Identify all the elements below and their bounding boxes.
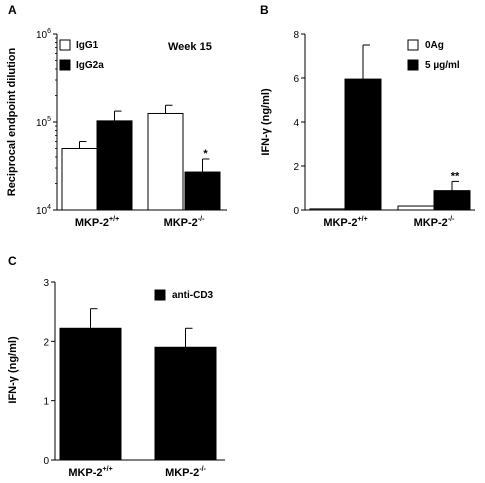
y-tick-label: 0 — [293, 206, 299, 217]
y-axis-label: IFN-γ (ng/ml) — [7, 336, 19, 404]
legend-label: 5 µg/ml — [425, 60, 460, 71]
y-tick-label: 8 — [293, 30, 299, 41]
y-tick-label: 2 — [293, 162, 299, 173]
category-superscript: +/+ — [103, 466, 113, 473]
panel-letter: B — [260, 3, 269, 17]
category-name: MKP-2 — [68, 467, 102, 479]
y-tick-exponent: 6 — [47, 28, 51, 35]
legend-swatch — [154, 289, 166, 301]
y-tick-base: 10 — [36, 30, 48, 41]
y-tick-base: 10 — [36, 206, 48, 217]
y-tick-exponent: 5 — [47, 116, 51, 123]
significance-marker: ** — [451, 170, 460, 182]
category-superscript: +/+ — [358, 216, 368, 223]
bar-5-g-ml-1 — [344, 78, 382, 211]
significance-marker: * — [203, 148, 208, 160]
bar-igg1-2 — [147, 112, 184, 211]
category-label: MKP-2-/- — [165, 466, 207, 479]
category-label: MKP-2-/- — [164, 216, 206, 229]
bar-igg2a-1 — [96, 120, 133, 211]
y-tick-label: 0 — [43, 456, 49, 467]
y-tick-label: 2 — [43, 337, 49, 348]
legend-label: IgG2a — [76, 60, 104, 71]
bar-0ag-1 — [309, 208, 347, 211]
legend-swatch — [59, 39, 71, 51]
legend-label: anti-CD3 — [172, 290, 214, 301]
category-label: MKP-2-/- — [414, 216, 456, 229]
bar-5-g-ml-2 — [433, 190, 471, 211]
y-tick-label: 6 — [293, 74, 299, 85]
bar-0ag-2 — [397, 205, 435, 211]
bar-igg2a-2 — [184, 171, 221, 211]
y-tick-label: 4 — [293, 118, 299, 129]
category-label: MKP-2+/+ — [68, 466, 112, 479]
y-tick-label: 3 — [43, 278, 49, 289]
category-label: MKP-2+/+ — [75, 216, 119, 229]
y-tick-label: 104 — [36, 204, 51, 217]
y-tick-label: 105 — [36, 116, 51, 129]
category-superscript: -/- — [448, 216, 455, 223]
legend-swatch — [407, 39, 419, 51]
category-name: MKP-2 — [75, 217, 109, 229]
panel-annotation: Week 15 — [168, 41, 212, 53]
y-tick-label: 106 — [36, 28, 51, 41]
y-axis-label: Reciprocal endpoint dilution — [6, 47, 18, 196]
y-tick-exponent: 4 — [47, 204, 51, 211]
category-label: MKP-2+/+ — [323, 216, 367, 229]
legend-swatch — [59, 59, 71, 71]
bar-igg1-1 — [61, 147, 98, 211]
legend-label: IgG1 — [76, 40, 99, 51]
legend-swatch — [407, 59, 419, 71]
category-name: MKP-2 — [165, 467, 199, 479]
bar-anti-cd3-2 — [154, 346, 217, 461]
panel-letter: C — [8, 254, 17, 268]
category-superscript: +/+ — [109, 216, 119, 223]
legend-label: 0Ag — [425, 40, 444, 51]
category-name: MKP-2 — [414, 217, 448, 229]
category-name: MKP-2 — [323, 217, 357, 229]
category-superscript: -/- — [199, 466, 206, 473]
panel-letter: A — [8, 3, 17, 17]
bar-anti-cd3-1 — [59, 327, 122, 461]
y-tick-base: 10 — [36, 118, 48, 129]
category-superscript: -/- — [198, 216, 205, 223]
y-tick-label: 1 — [43, 397, 49, 408]
y-axis-label: IFN-γ (ng/ml) — [260, 88, 272, 156]
category-name: MKP-2 — [164, 217, 198, 229]
